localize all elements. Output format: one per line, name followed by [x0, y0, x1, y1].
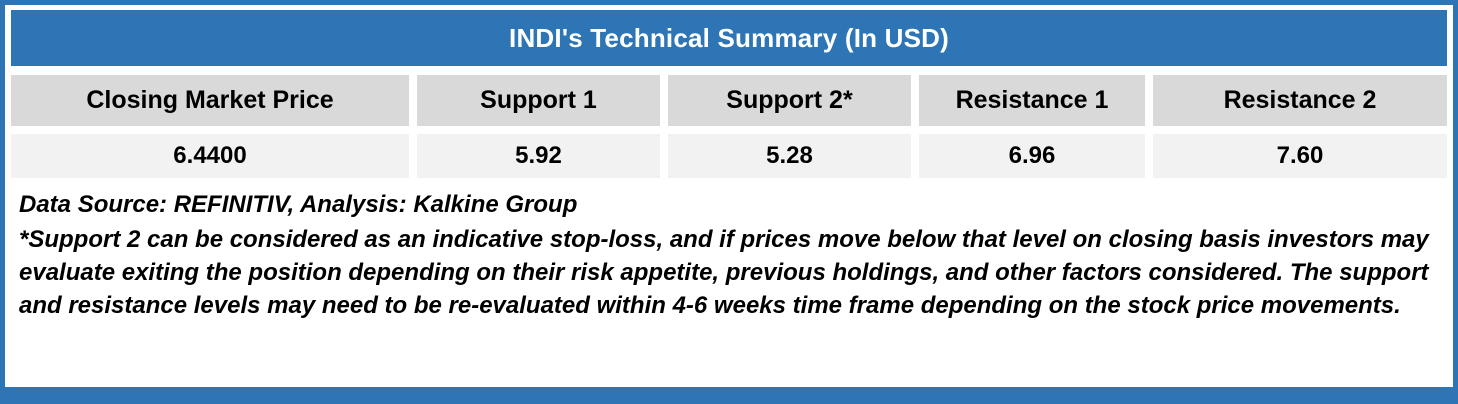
value-closing-market-price: 6.4400 [11, 134, 409, 178]
table-header-row: Closing Market Price Support 1 Support 2… [11, 75, 1447, 126]
value-resistance-2: 7.60 [1153, 134, 1447, 178]
value-support-1: 5.92 [417, 134, 660, 178]
value-resistance-1: 6.96 [919, 134, 1145, 178]
table-value-row: 6.4400 5.92 5.28 6.96 7.60 [11, 134, 1447, 178]
support-stop-loss-disclaimer: *Support 2 can be considered as an indic… [19, 226, 1429, 320]
column-header-resistance-2: Resistance 2 [1153, 75, 1447, 126]
data-source-note: Data Source: REFINITIV, Analysis: Kalkin… [19, 191, 578, 218]
column-header-resistance-1: Resistance 1 [919, 75, 1145, 126]
table-title: INDI's Technical Summary (In USD) [11, 10, 1447, 66]
bottom-accent-bar [5, 387, 1453, 399]
value-support-2: 5.28 [668, 134, 911, 178]
notes-section: Data Source: REFINITIV, Analysis: Kalkin… [19, 188, 1439, 324]
column-header-support-2: Support 2* [668, 75, 911, 126]
column-header-closing-market-price: Closing Market Price [11, 75, 409, 126]
column-header-support-1: Support 1 [417, 75, 660, 126]
